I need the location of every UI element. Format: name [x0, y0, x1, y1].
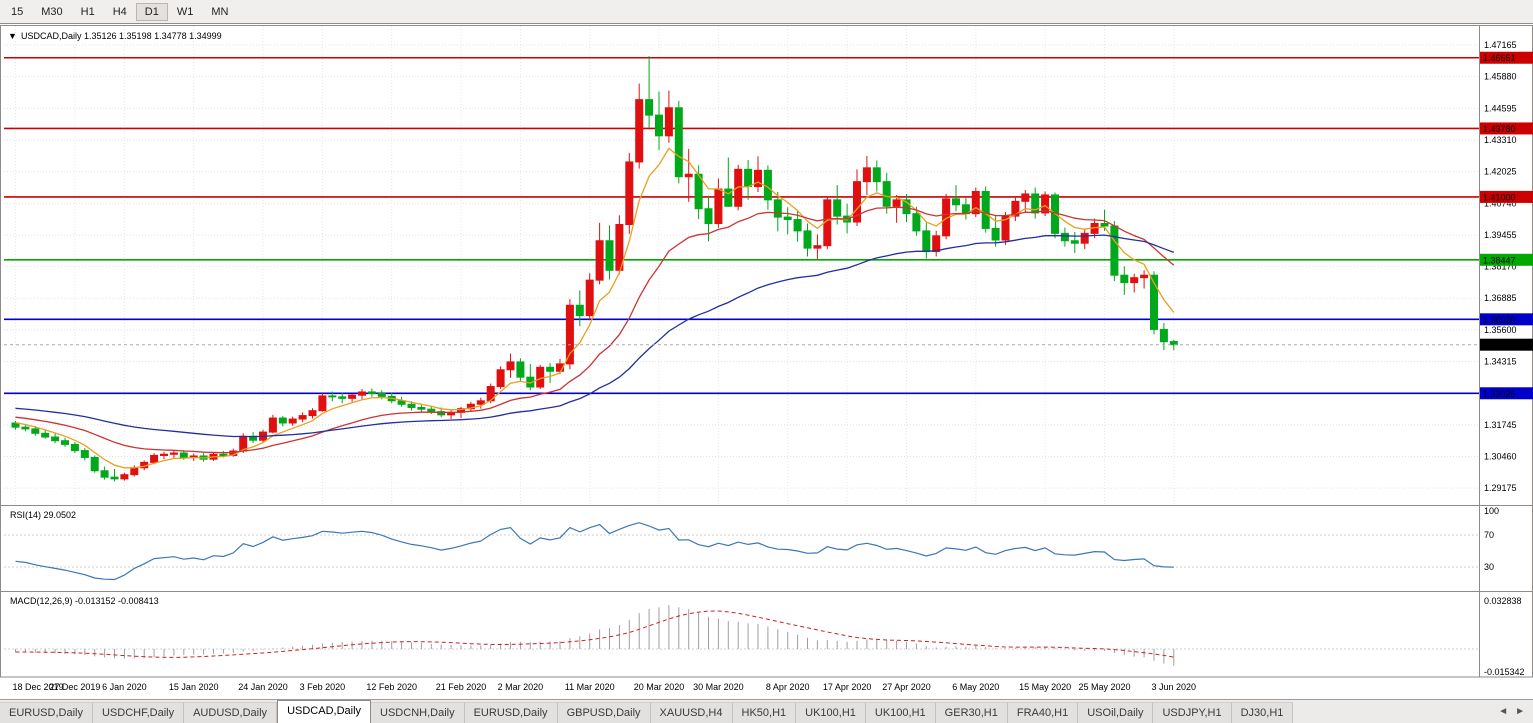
svg-text:70: 70 [1484, 530, 1494, 540]
svg-text:30 Mar 2020: 30 Mar 2020 [693, 682, 744, 692]
svg-text:24 Jan 2020: 24 Jan 2020 [238, 682, 288, 692]
svg-text:1.29175: 1.29175 [1484, 483, 1517, 493]
ema-fast-line [15, 147, 1175, 469]
tab-ger30-h1[interactable]: GER30,H1 [935, 702, 1008, 723]
timeframe-d1[interactable]: D1 [135, 2, 168, 21]
svg-text:1.46651: 1.46651 [1483, 53, 1516, 63]
tab-usdchf-daily[interactable]: USDCHF,Daily [92, 702, 185, 723]
tab-dj30-h1[interactable]: DJ30,H1 [1231, 702, 1294, 723]
tab-scroll-right-icon[interactable]: ► [1515, 706, 1525, 717]
svg-text:1.41000: 1.41000 [1483, 192, 1516, 202]
svg-text:1.36029: 1.36029 [1483, 315, 1516, 325]
svg-text:1.34315: 1.34315 [1484, 357, 1517, 367]
svg-text:1.40740: 1.40740 [1484, 198, 1517, 208]
svg-text:1.38447: 1.38447 [1483, 255, 1516, 265]
tab-audusd-daily[interactable]: AUDUSD,Daily [184, 702, 278, 723]
svg-text:1.34999: 1.34999 [1483, 340, 1516, 350]
svg-text:30: 30 [1484, 562, 1494, 572]
macd-axis-min: -0.015342 [1484, 667, 1525, 677]
macd-axis-max: 0.032838 [1484, 596, 1522, 606]
ema-slow-line [15, 234, 1175, 438]
price-badge-1.33026: 1.33026 [1480, 387, 1533, 400]
macd-label: MACD(12,26,9) -0.013152 -0.008413 [10, 596, 159, 606]
tab-uk100-h1[interactable]: UK100,H1 [796, 702, 866, 723]
tab-usoil-daily[interactable]: USOil,Daily [1078, 702, 1154, 723]
price-badge-1.36029: 1.36029 [1480, 313, 1533, 326]
timeframe-15[interactable]: 15 [11, 5, 24, 18]
svg-text:1.42025: 1.42025 [1484, 167, 1517, 177]
svg-text:USDCAD,Daily 1.35126 1.35198: USDCAD,Daily 1.35126 1.35198 1.34778 1.3… [21, 31, 222, 41]
chart-surface[interactable] [4, 26, 1479, 504]
tab-fra40-h1[interactable]: FRA40,H1 [1007, 702, 1079, 723]
svg-text:2 Mar 2020: 2 Mar 2020 [498, 682, 544, 692]
svg-text:100: 100 [1484, 506, 1499, 516]
timeframe-h4[interactable]: H4 [112, 5, 127, 18]
svg-text:25 May 2020: 25 May 2020 [1078, 682, 1130, 692]
svg-text:17 Apr 2020: 17 Apr 2020 [823, 682, 872, 692]
timeframe-mn[interactable]: MN [211, 5, 229, 18]
rsi-line [15, 522, 1174, 581]
chart-area[interactable]: 1.47165 1.45880 1.44595 1.43310 1.42025 1.407… [0, 24, 1533, 699]
svg-text:1.38170: 1.38170 [1484, 262, 1517, 272]
svg-text:8 Apr 2020: 8 Apr 2020 [766, 682, 810, 692]
svg-text:20 Mar 2020: 20 Mar 2020 [634, 682, 685, 692]
svg-text:15 Jan 2020: 15 Jan 2020 [169, 682, 219, 692]
symbol-dropdown-icon[interactable]: ▼ [8, 31, 17, 41]
ema-mid-line [15, 206, 1175, 454]
chart-ohlc-title: ▼ USDCAD,Daily 1.35126 1.35198 1.34778 1.… [8, 31, 222, 41]
tab-hk50-h1[interactable]: HK50,H1 [732, 702, 797, 723]
svg-text:1.43780: 1.43780 [1483, 124, 1516, 134]
timeframe-h1[interactable]: H1 [80, 5, 95, 18]
svg-text:3 Jun 2020: 3 Jun 2020 [1152, 682, 1197, 692]
price-axis[interactable] [1480, 26, 1533, 677]
svg-text:1.36885: 1.36885 [1484, 293, 1517, 303]
svg-text:15 May 2020: 15 May 2020 [1019, 682, 1071, 692]
svg-text:1.44595: 1.44595 [1484, 103, 1517, 113]
svg-text:1.43310: 1.43310 [1484, 135, 1517, 145]
chart-tabs-bar: EURUSD,Daily USDCHF,Daily AUDUSD,Daily USDC… [0, 699, 1533, 723]
price-badge-1.43780: 1.43780 [1480, 122, 1533, 135]
timeframe-w1[interactable]: W1 [176, 5, 194, 18]
tab-usdcad-daily[interactable]: USDCAD,Daily [277, 700, 372, 723]
svg-text:1.33026: 1.33026 [1483, 389, 1516, 399]
rsi-label: RSI(14) 29.0502 [10, 510, 76, 520]
tab-usdcnh-daily[interactable]: USDCNH,Daily [371, 702, 465, 723]
macd-histogram [15, 605, 1175, 666]
macd-signal-line [15, 610, 1174, 658]
tab-scroll-controls: ◄ ► [1492, 705, 1533, 723]
svg-text:1.35600: 1.35600 [1484, 325, 1517, 335]
current-price-badge: 1.34999 [1480, 338, 1533, 351]
svg-text:21 Feb 2020: 21 Feb 2020 [436, 682, 487, 692]
price-badge-1.38447: 1.38447 [1480, 253, 1533, 266]
svg-text:1.30460: 1.30460 [1484, 451, 1517, 461]
svg-text:6 Jan 2020: 6 Jan 2020 [102, 682, 147, 692]
svg-text:12 Feb 2020: 12 Feb 2020 [366, 682, 417, 692]
svg-text:18 Dec 2019: 18 Dec 2019 [12, 682, 63, 692]
timeframe-m30[interactable]: M30 [41, 5, 63, 18]
candles [11, 56, 1178, 482]
svg-text:1.45880: 1.45880 [1484, 72, 1517, 82]
tab-gbpusd-daily[interactable]: GBPUSD,Daily [557, 702, 651, 723]
svg-text:11 Mar 2020: 11 Mar 2020 [565, 682, 615, 692]
tab-scroll-left-icon[interactable]: ◄ [1498, 706, 1509, 717]
tab-uk100-h1[interactable]: UK100,H1 [865, 702, 936, 723]
tab-eurusd-daily[interactable]: EURUSD,Daily [464, 702, 558, 723]
svg-text:1.47165: 1.47165 [1484, 40, 1517, 50]
svg-text:1.39455: 1.39455 [1484, 230, 1517, 240]
time-axis[interactable] [0, 677, 1479, 699]
timeframe-toolbar: 15 M30 H1 H4 D1 W1 MN [0, 0, 1533, 24]
svg-text:27 Apr 2020: 27 Apr 2020 [882, 682, 931, 692]
price-grid: 1.47165 1.45880 1.44595 1.43310 1.42025 1.407… [4, 40, 1517, 493]
svg-text:3 Feb 2020: 3 Feb 2020 [300, 682, 346, 692]
svg-text:1.31745: 1.31745 [1484, 420, 1517, 430]
price-badge-1.41000: 1.41000 [1480, 190, 1533, 203]
time-grid: 18 Dec 201927 Dec 20196 Jan 2020 15 Jan 2… [12, 26, 1196, 692]
svg-text:6 May 2020: 6 May 2020 [952, 682, 999, 692]
tab-usdjpy-h1[interactable]: USDJPY,H1 [1153, 702, 1232, 723]
tab-xauusd-h4[interactable]: XAUUSD,H4 [650, 702, 733, 723]
svg-text:27 Dec 2019: 27 Dec 2019 [49, 682, 100, 692]
tab-eurusd-daily[interactable]: EURUSD,Daily [0, 702, 93, 723]
price-badge-1.46651: 1.46651 [1480, 51, 1533, 64]
